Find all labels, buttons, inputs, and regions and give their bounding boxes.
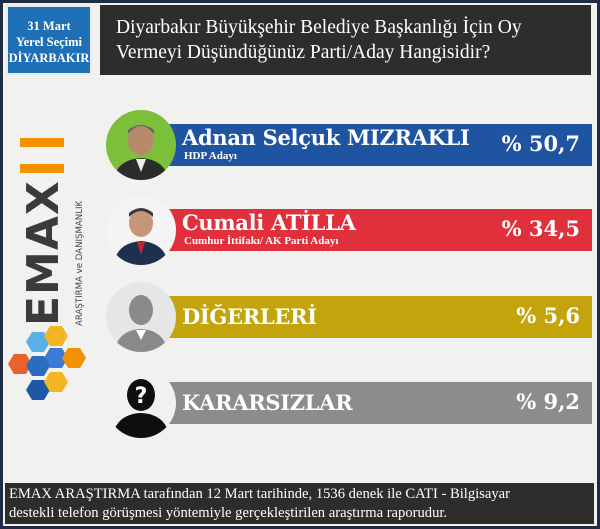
- candidate-party-2: Cumhur İttifakı/ AK Parti Adayı: [184, 235, 339, 247]
- candidate-photo-icon: [106, 110, 176, 180]
- result-row-1: Adnan Selçuk MIZRAKLI HDP Adayı % 50,7: [106, 110, 592, 180]
- date-line-2: Yerel Seçimi: [15, 35, 83, 49]
- candidate-photo-icon: [106, 195, 176, 265]
- question-line-2: Vermeyi Düşündüğünüz Parti/Aday Hangisid…: [116, 42, 491, 63]
- election-date-badge: 31 Mart Yerel Seçimi DİYARBAKIR: [6, 5, 92, 75]
- date-line-3: DİYARBAKIR: [8, 51, 90, 65]
- date-line-1: 31 Mart: [27, 19, 71, 33]
- survey-question: Diyarbakır Büyükşehir Belediye Başkanlığ…: [100, 5, 591, 75]
- footer-line-2: destekli telefon görüşmesi yöntemiyle ge…: [9, 505, 448, 521]
- bar-digerleri: DİĞERLERİ % 5,6: [160, 296, 592, 338]
- question-line-1: Diyarbakır Büyükşehir Belediye Başkanlığ…: [116, 17, 522, 38]
- value-label-1: % 50,7: [501, 131, 580, 156]
- bar-kararsizlar: KARARSIZLAR % 9,2: [160, 382, 592, 424]
- bar-atilla: Cumali ATİLLA Cumhur İttifakı/ AK Parti …: [160, 209, 592, 251]
- logo-x-mark: [20, 138, 64, 173]
- category-name-4: KARARSIZLAR: [182, 390, 353, 415]
- footer-line-1: EMAX ARAŞTIRMA tarafından 12 Mart tarihi…: [9, 486, 510, 502]
- logo-wordmark: EMAX: [18, 180, 69, 326]
- logo-tagline: ARAŞTIRMA ve DANIŞMANLIK: [75, 200, 85, 326]
- result-row-4: KARARSIZLAR % 9,2 ?: [106, 368, 592, 438]
- result-row-2: Cumali ATİLLA Cumhur İttifakı/ AK Parti …: [106, 195, 592, 265]
- value-label-4: % 9,2: [516, 389, 580, 414]
- emax-logo: EMAX ARAŞTIRMA ve DANIŞMANLIK: [6, 130, 102, 430]
- svg-text:?: ?: [135, 384, 148, 409]
- methodology-note: EMAX ARAŞTIRMA tarafından 12 Mart tarihi…: [5, 483, 594, 524]
- bar-mizrakli: Adnan Selçuk MIZRAKLI HDP Adayı % 50,7: [160, 124, 592, 166]
- hexagon-cluster-icon: [8, 326, 86, 400]
- category-name-3: DİĞERLERİ: [182, 304, 317, 329]
- result-row-3: DİĞERLERİ % 5,6: [106, 282, 592, 352]
- candidate-name-2: Cumali ATİLLA: [182, 210, 356, 235]
- candidate-party-1: HDP Adayı: [184, 150, 237, 162]
- person-silhouette-icon: [106, 282, 176, 352]
- candidate-name-1: Adnan Selçuk MIZRAKLI: [182, 125, 470, 150]
- value-label-2: % 34,5: [501, 216, 580, 241]
- value-label-3: % 5,6: [516, 303, 580, 328]
- question-silhouette-icon: ?: [106, 368, 176, 438]
